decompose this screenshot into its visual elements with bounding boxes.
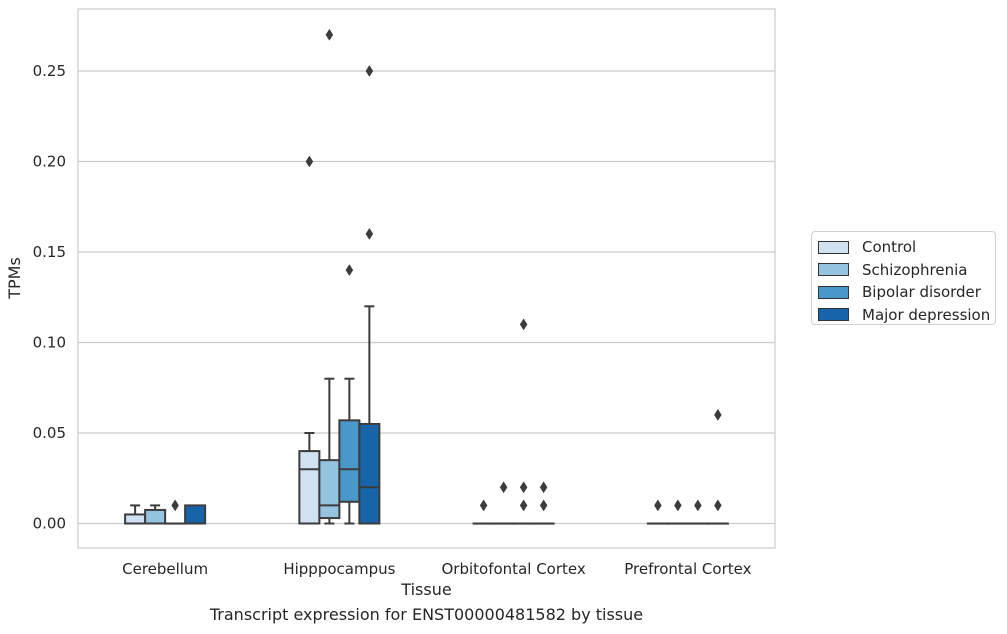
- outlier-point: [479, 499, 488, 512]
- legend-swatch-schizophrenia: [818, 263, 849, 277]
- outlier-point: [171, 499, 179, 512]
- box-body: [184, 504, 207, 525]
- y-axis-label: TPMs: [5, 257, 24, 300]
- legend-swatch-bipolar-disorder: [818, 285, 849, 299]
- outlier-point: [365, 227, 374, 240]
- legend-swatch-major-depression: [818, 308, 849, 322]
- legend-label-bipolar-disorder: Bipolar disorder: [862, 283, 981, 302]
- outlier-point: [519, 499, 528, 512]
- legend: Control Schizophrenia Bipolar disorder M…: [811, 231, 996, 325]
- outlier-point: [539, 499, 548, 512]
- outlier-point: [714, 408, 722, 421]
- box-control-cerebellum: [124, 504, 147, 525]
- outlier-point: [519, 481, 528, 494]
- legend-item-bipolar-disorder: Bipolar disorder: [818, 281, 995, 304]
- legend-label-control: Control: [862, 238, 917, 257]
- box-body: [338, 419, 361, 503]
- box-control-hipppocampus: [298, 155, 321, 525]
- legend-item-major-depression: Major depression: [818, 304, 995, 327]
- box-schizophrenia-hipppocampus: [318, 28, 341, 525]
- box-major-depression-hipppocampus: [358, 65, 381, 525]
- box-body: [298, 450, 321, 525]
- box-major-depression-prefrontal-cortex: [706, 408, 729, 525]
- outlier-point: [654, 499, 662, 512]
- outlier-point: [714, 499, 722, 512]
- x-tick-label: Prefrontal Cortex: [624, 560, 751, 578]
- plot-area-frame: [77, 8, 776, 549]
- box-body: [144, 508, 167, 525]
- legend-label-major-depression: Major depression: [862, 305, 991, 324]
- box-schizophrenia-cerebellum: [144, 504, 167, 525]
- box-control-orbitofontal-cortex: [472, 499, 495, 525]
- outlier-point: [345, 264, 354, 277]
- y-tick-label: 0.20: [33, 153, 66, 171]
- outlier-point: [499, 481, 508, 494]
- legend-label-schizophrenia: Schizophrenia: [862, 260, 968, 279]
- outlier-point: [694, 499, 702, 512]
- legend-item-schizophrenia: Schizophrenia: [818, 259, 995, 282]
- box-body: [358, 422, 381, 525]
- outlier-point: [305, 155, 314, 168]
- y-tick-label: 0.15: [33, 243, 66, 261]
- box-schizophrenia-orbitofontal-cortex: [492, 481, 515, 525]
- grid-lines: [78, 70, 775, 525]
- box-bipolar-disorder-orbitofontal-cortex: [512, 318, 535, 525]
- y-tick-label: 0.10: [33, 334, 66, 352]
- box-major-depression-cerebellum: [184, 504, 207, 525]
- y-tick-label: 0.00: [33, 515, 66, 533]
- figure-caption: Transcript expression for ENST0000048158…: [209, 605, 644, 624]
- legend-item-control: Control: [818, 236, 995, 259]
- box-bipolar-disorder-prefrontal-cortex: [686, 499, 709, 525]
- x-tick-label: Orbitofontal Cortex: [442, 560, 586, 578]
- x-tick-label: Hipppocampus: [283, 560, 395, 578]
- y-tick-label: 0.05: [33, 424, 66, 442]
- box-body: [318, 459, 341, 520]
- y-tick-label: 0.25: [33, 62, 66, 80]
- box-major-depression-orbitofontal-cortex: [532, 481, 555, 525]
- outlier-point: [539, 481, 548, 494]
- outlier-point: [325, 28, 334, 41]
- outlier-point: [674, 499, 682, 512]
- y-axis-ticks: 0.00 0.05 0.10 0.15 0.20 0.25: [33, 62, 66, 533]
- box-schizophrenia-prefrontal-cortex: [666, 499, 689, 525]
- x-axis-ticks: Cerebellum Hipppocampus Orbitofontal Corte…: [122, 560, 751, 578]
- box-series: [124, 28, 729, 525]
- legend-swatch-control: [818, 240, 849, 254]
- box-control-prefrontal-cortex: [646, 499, 669, 525]
- x-tick-label: Cerebellum: [122, 560, 208, 578]
- box-bipolar-disorder-hipppocampus: [338, 264, 361, 525]
- box-bipolar-disorder-cerebellum: [164, 499, 187, 525]
- outlier-point: [519, 318, 528, 331]
- x-axis-label: Tissue: [400, 580, 451, 599]
- box-body: [124, 513, 147, 525]
- outlier-point: [365, 65, 374, 77]
